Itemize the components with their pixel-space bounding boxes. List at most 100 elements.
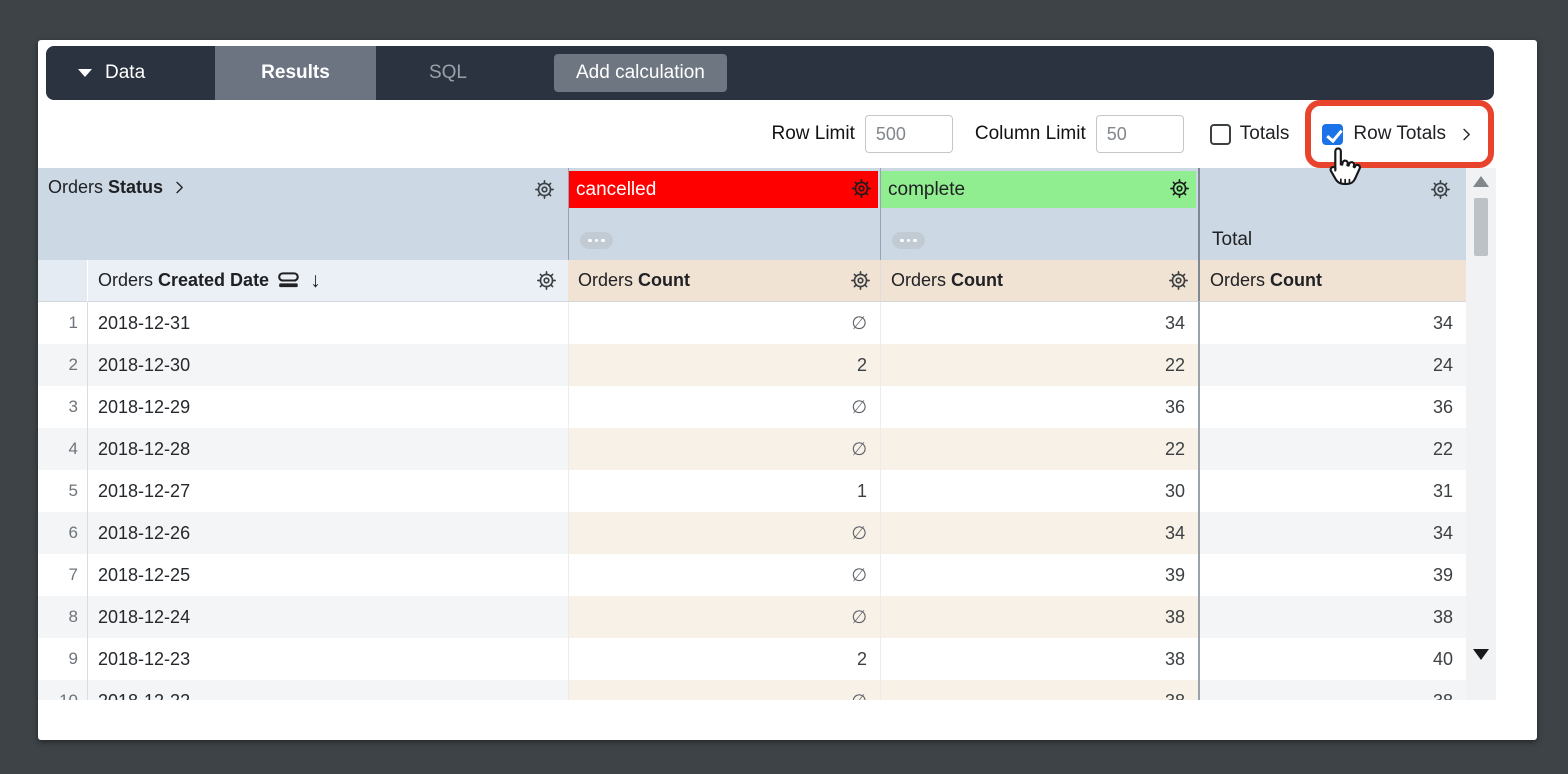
row-number: 1 <box>38 302 88 344</box>
sort-desc-icon[interactable]: ↓ <box>310 268 321 292</box>
field-header-row: Orders Created Date ↓ Orders Count Order… <box>38 260 1466 302</box>
complete-count-cell[interactable]: 38 <box>880 680 1198 700</box>
data-section-toggle[interactable]: Data <box>46 46 215 100</box>
cancelled-count-cell[interactable]: ∅ <box>568 386 880 428</box>
table-row: 4 2018-12-28 ∅ 22 22 <box>38 428 1466 470</box>
chevron-right-icon[interactable] <box>171 179 188 196</box>
hand-cursor-icon <box>1323 144 1363 194</box>
table-row: 1 2018-12-31 ∅ 34 34 <box>38 302 1466 344</box>
gear-icon[interactable] <box>850 177 873 200</box>
complete-count-cell[interactable]: 38 <box>880 596 1198 638</box>
ellipsis-icon[interactable] <box>892 232 925 249</box>
row-number: 7 <box>38 554 88 596</box>
cancelled-count-cell[interactable]: ∅ <box>568 680 880 700</box>
created-date-cell[interactable]: 2018-12-22 <box>88 680 568 700</box>
complete-count-cell[interactable]: 30 <box>880 470 1198 512</box>
row-limit-input[interactable] <box>864 115 953 153</box>
explore-panel: Data Results SQL Add calculation Row Lim… <box>38 40 1537 740</box>
complete-count-cell[interactable]: 38 <box>880 638 1198 680</box>
created-date-cell[interactable]: 2018-12-25 <box>98 564 191 585</box>
measure-header-total[interactable]: Orders Count <box>1198 260 1466 302</box>
row-total-column-header: Total <box>1198 168 1466 260</box>
row-total-cell[interactable]: 31 <box>1198 470 1466 512</box>
complete-count-cell[interactable]: 22 <box>880 428 1198 470</box>
row-number: 9 <box>38 638 88 680</box>
gear-icon[interactable] <box>1167 269 1190 292</box>
row-total-cell[interactable]: 34 <box>1198 302 1466 344</box>
pivot-column-complete: complete <box>880 168 1198 260</box>
ellipsis-icon[interactable] <box>580 232 613 249</box>
created-date-cell[interactable]: 2018-12-30 <box>88 344 568 386</box>
vertical-scrollbar[interactable] <box>1466 168 1496 700</box>
table-row: 3 2018-12-29 ∅ 36 36 <box>38 386 1466 428</box>
tab-sql[interactable]: SQL <box>428 62 468 83</box>
row-total-cell[interactable]: 40 <box>1198 638 1466 680</box>
created-date-cell[interactable]: 2018-12-24 <box>88 596 568 638</box>
measure-header-complete[interactable]: Orders Count <box>880 260 1198 302</box>
table-row: 6 2018-12-26 ∅ 34 34 <box>38 512 1466 554</box>
table-row: 7 2018-12-25 ∅ 39 39 <box>38 554 1466 596</box>
pivot-column-cancelled: cancelled <box>568 168 880 260</box>
chevron-right-icon[interactable] <box>1458 126 1475 143</box>
row-totals-label[interactable]: Row Totals <box>1353 123 1446 144</box>
row-number: 5 <box>38 470 88 512</box>
complete-count-cell[interactable]: 34 <box>880 302 1198 344</box>
created-date-cell[interactable]: 2018-12-29 <box>98 396 191 417</box>
row-total-cell[interactable]: 34 <box>1198 512 1466 554</box>
row-total-cell[interactable]: 38 <box>1198 596 1466 638</box>
fill-dates-icon[interactable] <box>278 271 299 290</box>
column-limit-input[interactable] <box>1095 115 1184 153</box>
cancelled-count-cell[interactable]: ∅ <box>568 596 880 638</box>
row-total-cell[interactable]: 39 <box>1198 554 1466 596</box>
cancelled-count-cell[interactable]: 1 <box>568 470 880 512</box>
controls-row: Row Limit Column Limit Totals Row Totals <box>46 100 1494 185</box>
created-date-cell[interactable]: 2018-12-23 <box>98 648 191 669</box>
add-calculation-button[interactable]: Add calculation <box>554 54 727 92</box>
complete-count-cell[interactable]: 22 <box>880 344 1198 386</box>
row-number: 8 <box>38 596 88 638</box>
row-limit-label: Row Limit <box>771 123 855 144</box>
row-total-cell[interactable]: 38 <box>1198 680 1466 700</box>
gear-icon[interactable] <box>1168 177 1191 200</box>
topbar: Data Results SQL Add calculation <box>46 46 1494 100</box>
scroll-up-icon[interactable] <box>1473 176 1489 187</box>
measure-header-cancelled[interactable]: Orders Count <box>568 260 880 302</box>
created-date-cell[interactable]: 2018-12-31 <box>98 312 191 333</box>
gear-icon[interactable] <box>849 269 872 292</box>
complete-count-cell[interactable]: 36 <box>880 386 1198 428</box>
row-total-cell[interactable]: 36 <box>1198 386 1466 428</box>
cancelled-count-cell[interactable]: 2 <box>568 344 880 386</box>
created-date-header[interactable]: Orders Created Date ↓ <box>88 260 568 302</box>
cancelled-count-cell[interactable]: ∅ <box>568 512 880 554</box>
pivot-value-complete[interactable]: complete <box>881 171 1196 208</box>
scroll-down-icon[interactable] <box>1473 649 1489 660</box>
cancelled-count-cell[interactable]: ∅ <box>568 554 880 596</box>
dimension-header-label[interactable]: Orders Status <box>48 177 164 197</box>
complete-count-cell[interactable]: 39 <box>880 554 1198 596</box>
table-row: 5 2018-12-27 1 30 31 <box>38 470 1466 512</box>
complete-count-cell[interactable]: 34 <box>880 512 1198 554</box>
cancelled-count-cell[interactable]: ∅ <box>568 428 880 470</box>
table-row: 9 2018-12-23 2 38 40 <box>38 638 1466 680</box>
gear-icon[interactable] <box>533 178 556 201</box>
table-row: 8 2018-12-24 ∅ 38 38 <box>38 596 1466 638</box>
cancelled-count-cell[interactable]: ∅ <box>568 302 880 344</box>
totals-toggle[interactable]: Totals <box>1209 123 1289 145</box>
cancelled-count-cell[interactable]: 2 <box>568 638 880 680</box>
data-section-label: Data <box>105 62 146 83</box>
tab-results[interactable]: Results <box>215 46 376 100</box>
row-total-cell[interactable]: 22 <box>1198 428 1466 470</box>
totals-checkbox[interactable] <box>1209 123 1231 145</box>
created-date-cell[interactable]: 2018-12-28 <box>88 428 568 470</box>
pivot-value-cancelled[interactable]: cancelled <box>569 171 878 208</box>
row-totals-checkbox[interactable] <box>1322 123 1344 145</box>
scrollbar-thumb[interactable] <box>1474 198 1488 256</box>
created-date-cell[interactable]: 2018-12-26 <box>88 512 568 554</box>
created-date-cell[interactable]: 2018-12-27 <box>98 480 191 501</box>
table-body: 1 2018-12-31 ∅ 34 34 2 2018-12-30 2 22 24 3 2018-12… <box>38 302 1496 700</box>
row-total-cell[interactable]: 24 <box>1198 344 1466 386</box>
gear-icon[interactable] <box>1429 178 1452 201</box>
gear-icon[interactable] <box>535 269 558 292</box>
column-limit-label: Column Limit <box>974 123 1086 144</box>
